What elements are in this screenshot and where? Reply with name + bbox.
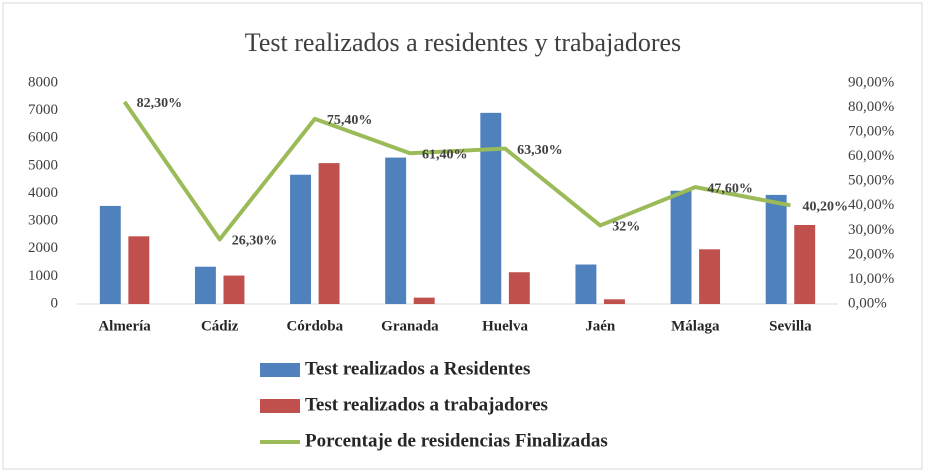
y2-tick-label: 40,00% <box>848 197 894 213</box>
y-tick-label: 6000 <box>28 130 58 146</box>
x-tick-label: Sevilla <box>769 318 812 334</box>
bar <box>128 236 150 304</box>
chart-title: Test realizados a residentes y trabajado… <box>245 28 681 57</box>
y-tick-label: 2000 <box>28 240 58 256</box>
x-tick-label: Córdoba <box>286 318 343 334</box>
y2-tick-label: 30,00% <box>848 222 894 238</box>
data-label: 82,30% <box>137 96 183 111</box>
y-tick-label: 4000 <box>28 185 58 201</box>
y2-tick-label: 60,00% <box>848 148 894 164</box>
bar <box>699 249 721 304</box>
bar <box>480 112 502 305</box>
bar <box>603 299 625 304</box>
x-tick-label: Granada <box>381 318 439 334</box>
data-label: 26,30% <box>232 234 278 249</box>
legend-swatch <box>260 399 300 413</box>
bar <box>794 224 816 304</box>
bar <box>670 190 692 304</box>
legend-label: Test realizados a Residentes <box>305 358 530 379</box>
y2-tick-label: 70,00% <box>848 124 894 140</box>
data-label: 75,40% <box>327 113 373 128</box>
data-label: 63,30% <box>517 143 563 158</box>
legend-label: Porcentaje de residencias Finalizadas <box>305 430 608 451</box>
x-tick-label: Huelva <box>482 318 528 334</box>
bar <box>508 272 530 304</box>
x-tick-label: Almería <box>98 318 151 334</box>
data-label: 61,40% <box>422 147 468 162</box>
bar <box>385 157 407 304</box>
bar <box>413 297 435 304</box>
x-tick-label: Cádiz <box>201 318 239 334</box>
y2-tick-label: 90,00% <box>848 74 894 90</box>
bar <box>575 264 597 304</box>
legend-swatch <box>260 363 300 377</box>
bar <box>194 266 216 304</box>
bar <box>223 275 245 304</box>
y2-tick-label: 80,00% <box>848 99 894 115</box>
y2-tick-label: 0,00% <box>848 295 887 311</box>
x-tick-label: Jaén <box>585 318 616 334</box>
bar <box>765 194 787 304</box>
data-label: 47,60% <box>707 181 753 196</box>
y2-tick-label: 20,00% <box>848 246 894 262</box>
y-tick-label: 0 <box>51 295 59 311</box>
bar <box>99 205 121 304</box>
y-tick-label: 1000 <box>28 268 58 284</box>
x-tick-label: Málaga <box>671 318 720 334</box>
y-tick-label: 7000 <box>28 102 58 118</box>
y2-tick-label: 10,00% <box>848 271 894 287</box>
bar <box>318 163 340 304</box>
y-tick-label: 3000 <box>28 213 58 229</box>
y2-tick-label: 50,00% <box>848 173 894 189</box>
y-tick-label: 5000 <box>28 157 58 173</box>
data-label: 32% <box>612 220 640 235</box>
bar <box>290 174 312 304</box>
data-label: 40,20% <box>802 200 848 215</box>
line <box>122 100 791 242</box>
y-tick-label: 8000 <box>28 74 58 90</box>
legend-label: Test realizados a trabajadores <box>305 394 548 415</box>
